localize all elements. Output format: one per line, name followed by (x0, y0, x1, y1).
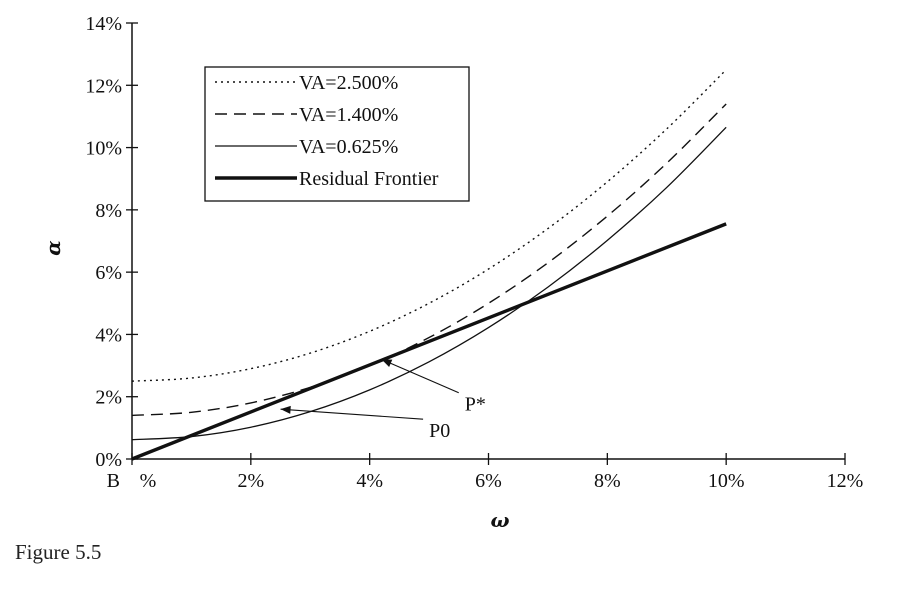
annotation-arrow-head-1 (381, 359, 393, 367)
chart: 0% 2% 4% 6% 8% 10% 12% 14%% 2% 4% 6% 8% 10% 12% Bω α P*… (41, 13, 864, 530)
y-tick-label: 6% (95, 262, 122, 284)
y-tick-label: 0% (95, 449, 122, 471)
annotation-arrow-line-1 (381, 358, 459, 394)
x-tick-label: 6% (475, 470, 502, 492)
legend-label-2: VA=1.400% (299, 104, 398, 126)
y-tick-label: 12% (85, 75, 122, 97)
series-line-3 (131, 126, 727, 441)
annotation-arrow-line-2 (280, 408, 424, 420)
series-line-4 (131, 222, 727, 461)
figure-caption: Figure 5.5 (15, 540, 102, 564)
x-tick-label: 10% (708, 470, 745, 492)
origin-label: B (107, 470, 120, 492)
legend-label-1: VA=2.500% (299, 72, 398, 94)
annotation-label-1: P* (465, 394, 486, 416)
x-tick-label: 8% (594, 470, 621, 492)
y-tick-label: 10% (85, 138, 122, 160)
annotation-arrow-head-2 (280, 405, 291, 414)
x-tick-label: 2% (237, 470, 264, 492)
annotation-label-2: P0 (429, 420, 450, 442)
y-axis-title: α (41, 240, 65, 255)
legend-label-3: VA=0.625% (299, 136, 398, 158)
series-line-2 (131, 103, 727, 417)
y-tick-label: 8% (95, 200, 122, 222)
y-tick-label: 2% (95, 387, 122, 409)
y-tick-label: 4% (95, 324, 122, 346)
x-tick-label: 12% (827, 470, 864, 492)
x-axis-title: ω (490, 508, 509, 530)
x-tick-label: 4% (356, 470, 383, 492)
y-tick-label: 14% (85, 13, 122, 35)
x-tick-label: % (140, 470, 157, 492)
legend-label-4: Residual Frontier (299, 168, 439, 190)
